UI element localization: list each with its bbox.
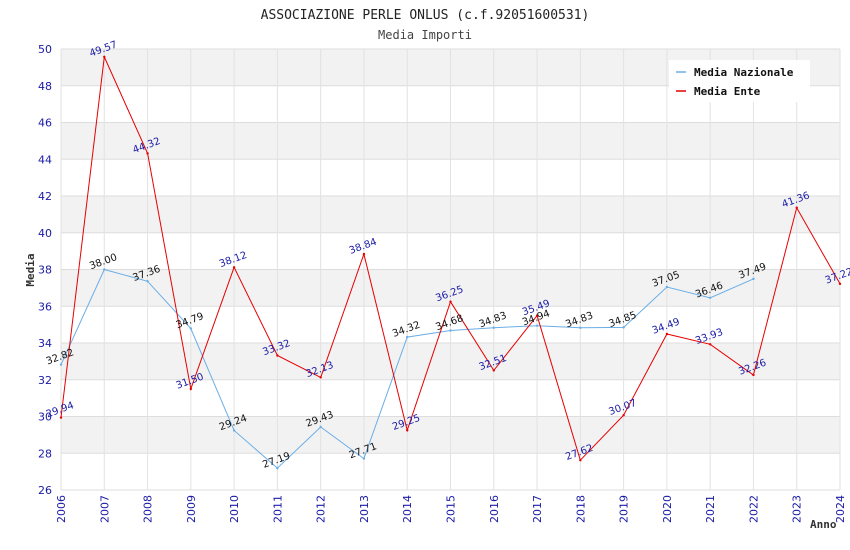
x-tick-label: 2024	[834, 495, 847, 523]
y-axis-ticks: 26 28 30 32 34 36 38 40 42 44 46 48 50	[38, 43, 52, 497]
data-point	[535, 324, 539, 327]
x-tick-label: 2007	[98, 495, 111, 523]
y-tick-label: 26	[38, 484, 52, 497]
x-tick-label: 2020	[661, 495, 674, 523]
legend-label: Media Nazionale	[694, 66, 794, 79]
x-tick-label: 2015	[445, 495, 458, 523]
data-point	[232, 266, 236, 269]
chart-subtitle: Media Importi	[378, 28, 472, 42]
data-point	[406, 335, 409, 339]
x-tick-label: 2010	[228, 495, 241, 523]
data-point	[535, 314, 539, 317]
y-tick-label: 38	[38, 264, 52, 277]
data-point	[795, 206, 798, 209]
x-tick-label: 2012	[315, 495, 328, 523]
chart-title: ASSOCIAZIONE PERLE ONLUS (c.f.9205160053…	[261, 8, 590, 23]
data-point	[665, 285, 669, 289]
x-tick-label: 2018	[574, 495, 587, 523]
data-point	[276, 354, 279, 357]
series-lines	[59, 55, 842, 470]
data-point	[232, 429, 236, 432]
legend-label: Media Ente	[694, 85, 761, 98]
data-point	[838, 282, 842, 286]
x-axis-ticks: 2006 2007 2008 2009 2010 2011 2012 2013 2014 2015…	[55, 495, 847, 523]
data-point	[492, 369, 495, 372]
x-tick-label: 2017	[531, 495, 544, 523]
x-tick-label: 2019	[618, 495, 631, 523]
x-tick-label: 2014	[401, 495, 414, 523]
data-point	[665, 332, 669, 336]
y-tick-label: 40	[38, 227, 52, 240]
data-point	[449, 329, 452, 332]
y-tick-label: 30	[38, 411, 52, 424]
gridlines	[60, 48, 841, 491]
data-point	[59, 416, 63, 419]
data-point	[146, 152, 149, 155]
x-tick-label: 2023	[791, 495, 804, 523]
y-tick-label: 34	[38, 337, 52, 350]
data-point	[622, 414, 625, 417]
y-tick-label: 36	[38, 300, 52, 313]
data-point	[449, 300, 452, 303]
x-tick-label: 2021	[704, 495, 717, 523]
y-tick-label: 46	[38, 117, 52, 130]
data-point	[752, 373, 755, 377]
x-axis-title: Anno	[810, 518, 837, 531]
data-point	[752, 277, 755, 281]
y-tick-label: 42	[38, 190, 52, 203]
data-point	[406, 429, 409, 432]
data-point	[579, 326, 582, 329]
x-tick-label: 2022	[747, 495, 760, 523]
data-point	[708, 296, 712, 299]
x-tick-label: 2009	[185, 495, 198, 523]
data-point	[362, 457, 366, 460]
data-point	[189, 327, 193, 330]
legend-box	[669, 60, 810, 102]
x-tick-label: 2016	[488, 495, 501, 523]
x-tick-label: 2006	[55, 495, 68, 523]
data-point	[276, 466, 279, 470]
data-point	[59, 363, 63, 366]
x-tick-label: 2011	[271, 495, 284, 523]
data-point	[492, 326, 495, 329]
y-tick-label: 48	[38, 80, 52, 93]
data-point	[146, 280, 149, 283]
y-tick-label: 44	[38, 153, 52, 166]
data-point	[708, 343, 712, 346]
data-point	[189, 387, 193, 391]
y-axis-title: Media	[24, 253, 37, 286]
y-tick-label: 50	[38, 43, 52, 56]
data-point	[319, 376, 322, 379]
y-tick-label: 32	[38, 374, 52, 387]
y-tick-label: 28	[38, 447, 52, 460]
data-point	[579, 459, 582, 462]
data-point	[103, 268, 106, 271]
data-point	[622, 326, 625, 329]
data-point	[103, 55, 106, 59]
data-point	[362, 252, 366, 256]
data-point	[319, 425, 322, 429]
x-tick-label: 2008	[142, 495, 155, 523]
legend: Media Nazionale Media Ente	[669, 60, 810, 102]
x-tick-label: 2013	[358, 495, 371, 523]
